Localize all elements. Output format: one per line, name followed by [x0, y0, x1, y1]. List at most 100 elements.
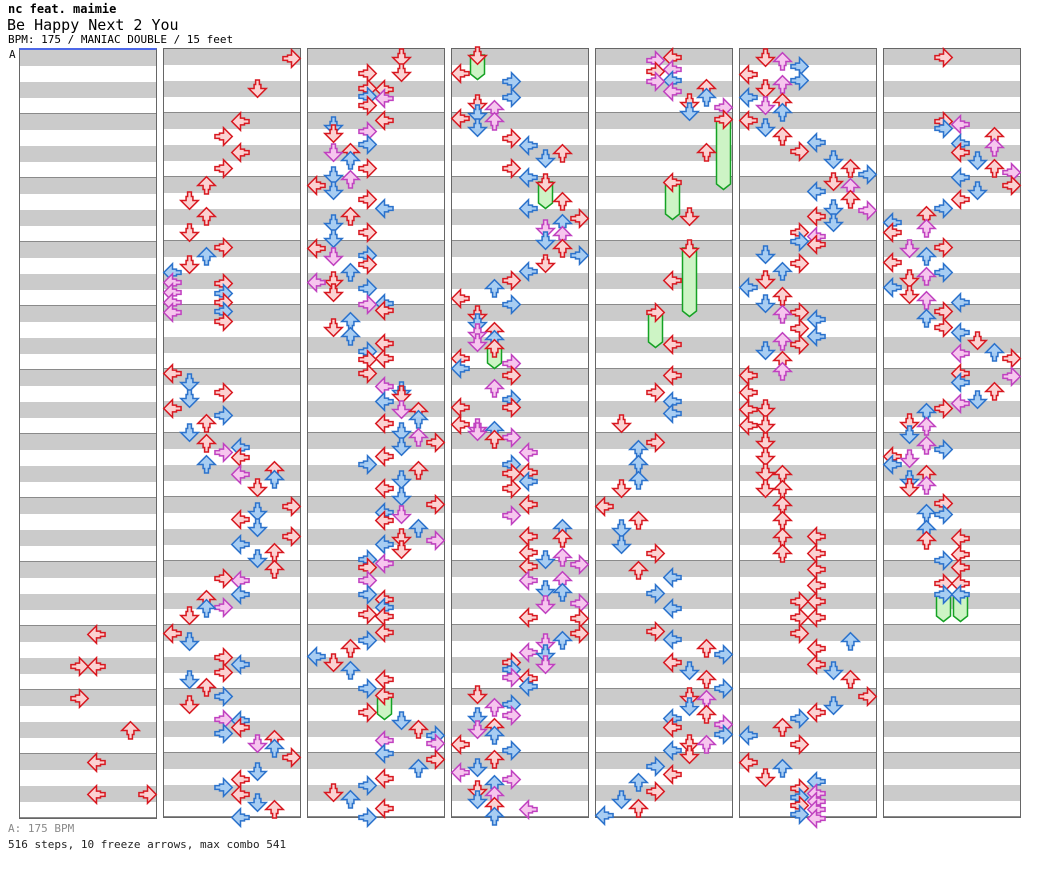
eighth-note-right-arrow	[358, 629, 378, 651]
eighth-note-up-arrow	[339, 262, 362, 282]
quarter-note-left-arrow	[162, 622, 182, 644]
eighth-note-right-arrow	[646, 755, 666, 777]
eighth-note-right-arrow	[358, 133, 378, 155]
quarter-note-up-arrow	[771, 717, 794, 737]
eighth-note-down-arrow	[966, 389, 989, 409]
quarter-note-up-arrow	[551, 238, 574, 258]
quarter-note-left-arrow	[662, 763, 682, 785]
sixteenth-note-down-arrow	[754, 95, 777, 115]
quarter-note-down-arrow	[754, 269, 777, 289]
eighth-note-down-arrow	[966, 180, 989, 200]
eighth-note-left-arrow	[950, 583, 970, 605]
quarter-note-down-arrow	[390, 47, 413, 67]
quarter-note-left-arrow	[594, 495, 614, 517]
quarter-note-down-arrow	[678, 686, 701, 706]
eighth-note-up-arrow	[483, 725, 506, 745]
quarter-note-down-arrow	[754, 431, 777, 451]
sixteenth-note-right-arrow	[214, 596, 234, 618]
eighth-note-up-arrow	[263, 738, 286, 758]
eighth-note-down-arrow	[678, 696, 701, 716]
quarter-note-left-arrow	[374, 332, 394, 354]
quarter-note-up-arrow	[627, 798, 650, 818]
quarter-note-down-arrow	[678, 92, 701, 112]
quarter-note-left-arrow	[518, 606, 538, 628]
quarter-note-down-arrow	[322, 782, 345, 802]
eighth-note-left-arrow	[662, 628, 682, 650]
quarter-note-up-arrow	[339, 638, 362, 658]
song-info: BPM: 175 / MANIAC DOUBLE / 15 feet	[8, 33, 234, 46]
eighth-note-down-arrow	[390, 421, 413, 441]
eighth-note-down-arrow	[322, 213, 345, 233]
eighth-note-right-arrow	[358, 774, 378, 796]
chart-column	[450, 45, 590, 826]
eighth-note-right-arrow	[358, 453, 378, 475]
quarter-note-right-arrow	[646, 780, 666, 802]
eighth-note-right-arrow	[502, 739, 522, 761]
eighth-note-right-arrow	[790, 707, 810, 729]
eighth-note-down-arrow	[178, 422, 201, 442]
quarter-note-down-arrow	[178, 222, 201, 242]
quarter-note-down-arrow	[754, 462, 777, 482]
eighth-note-down-arrow	[322, 180, 345, 200]
eighth-note-left-arrow	[950, 291, 970, 313]
quarter-note-right-arrow	[214, 381, 234, 403]
quarter-note-right-arrow	[646, 381, 666, 403]
sixteenth-note-up-arrow	[551, 547, 574, 567]
quarter-note-up-arrow	[695, 638, 718, 658]
eighth-note-left-arrow	[882, 276, 902, 298]
sixteenth-note-right-arrow	[570, 553, 590, 575]
song-title: Be Happy Next 2 You	[7, 16, 179, 34]
eighth-note-down-arrow	[534, 579, 557, 599]
quarter-note-right-arrow	[214, 567, 234, 589]
eighth-note-left-arrow	[950, 166, 970, 188]
quarter-note-right-arrow	[358, 62, 378, 84]
quarter-note-up-arrow	[695, 704, 718, 724]
quarter-note-left-arrow	[806, 542, 826, 564]
quarter-note-down-arrow	[466, 684, 489, 704]
quarter-note-right-arrow	[790, 333, 810, 355]
quarter-note-down-arrow	[966, 330, 989, 350]
eighth-note-right-arrow	[934, 197, 954, 219]
sixteenth-note-right-arrow	[502, 426, 522, 448]
quarter-note-right-arrow	[502, 396, 522, 418]
eighth-note-down-arrow	[610, 518, 633, 538]
quarter-note-down-arrow	[178, 605, 201, 625]
sixteenth-note-up-arrow	[483, 111, 506, 131]
eighth-note-down-arrow	[466, 757, 489, 777]
eighth-note-left-arrow	[518, 166, 538, 188]
freeze-arrow-body	[715, 118, 732, 191]
quarter-note-left-arrow	[738, 63, 758, 85]
eighth-note-down-arrow	[246, 501, 269, 521]
quarter-note-up-arrow	[195, 413, 218, 433]
eighth-note-right-arrow	[358, 806, 378, 828]
quarter-note-left-arrow	[450, 287, 470, 309]
eighth-note-down-arrow	[754, 293, 777, 313]
eighth-note-up-arrow	[915, 246, 938, 266]
quarter-note-left-arrow	[374, 621, 394, 643]
quarter-note-left-arrow	[230, 716, 250, 738]
quarter-note-left-arrow	[450, 396, 470, 418]
quarter-note-down-arrow	[322, 282, 345, 302]
eighth-note-up-arrow	[483, 278, 506, 298]
quarter-note-down-arrow	[678, 744, 701, 764]
eighth-note-left-arrow	[662, 402, 682, 424]
quarter-note-up-arrow	[263, 559, 286, 579]
quarter-note-right-arrow	[282, 525, 302, 547]
eighth-note-left-arrow	[738, 276, 758, 298]
quarter-note-left-arrow	[230, 446, 250, 468]
quarter-note-left-arrow	[374, 412, 394, 434]
quarter-note-right-arrow	[646, 431, 666, 453]
quarter-note-down-arrow	[322, 652, 345, 672]
quarter-note-down-arrow	[822, 171, 845, 191]
sixteenth-note-down-arrow	[898, 448, 921, 468]
eighth-note-up-arrow	[627, 470, 650, 490]
quarter-note-left-arrow	[806, 205, 826, 227]
sixteenth-note-left-arrow	[950, 342, 970, 364]
eighth-note-right-arrow	[502, 70, 522, 92]
quarter-note-down-arrow	[678, 238, 701, 258]
quarter-note-up-arrow	[339, 206, 362, 226]
eighth-note-up-arrow	[195, 454, 218, 474]
bpm-legend: A: 175 BPM	[8, 822, 75, 835]
eighth-note-left-arrow	[662, 597, 682, 619]
quarter-note-left-arrow	[86, 623, 106, 645]
